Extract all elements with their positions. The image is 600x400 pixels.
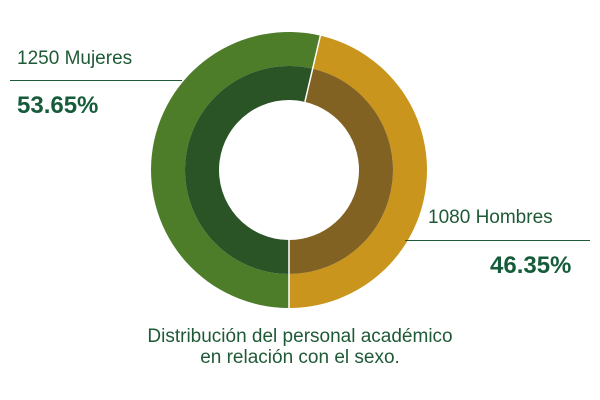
caption-line-2: en relación con el sexo. <box>200 347 400 368</box>
leader-line-hombres <box>405 240 590 241</box>
percent-mujeres: 53.65% <box>17 92 99 119</box>
count-hombres: 1080 <box>428 207 471 228</box>
percent-hombres: 46.35% <box>490 252 572 279</box>
slice-outer-hombres <box>289 35 427 308</box>
label-hombres: 1080 Hombres <box>428 207 553 229</box>
slice-inner-mujeres <box>185 66 313 274</box>
name-hombres: Hombres <box>475 207 553 228</box>
name-mujeres: Mujeres <box>64 48 133 69</box>
slice-outer-mujeres <box>150 31 321 308</box>
chart-caption: Distribución del personal académico en r… <box>0 326 600 368</box>
slices-layer <box>150 31 427 308</box>
label-mujeres: 1250 Mujeres <box>17 48 132 70</box>
count-mujeres: 1250 <box>17 48 60 69</box>
slice-separator-1 <box>304 35 322 103</box>
leader-line-mujeres <box>10 80 182 81</box>
caption-line-1: Distribución del personal académico <box>147 326 453 347</box>
slice-inner-hombres <box>289 68 394 274</box>
